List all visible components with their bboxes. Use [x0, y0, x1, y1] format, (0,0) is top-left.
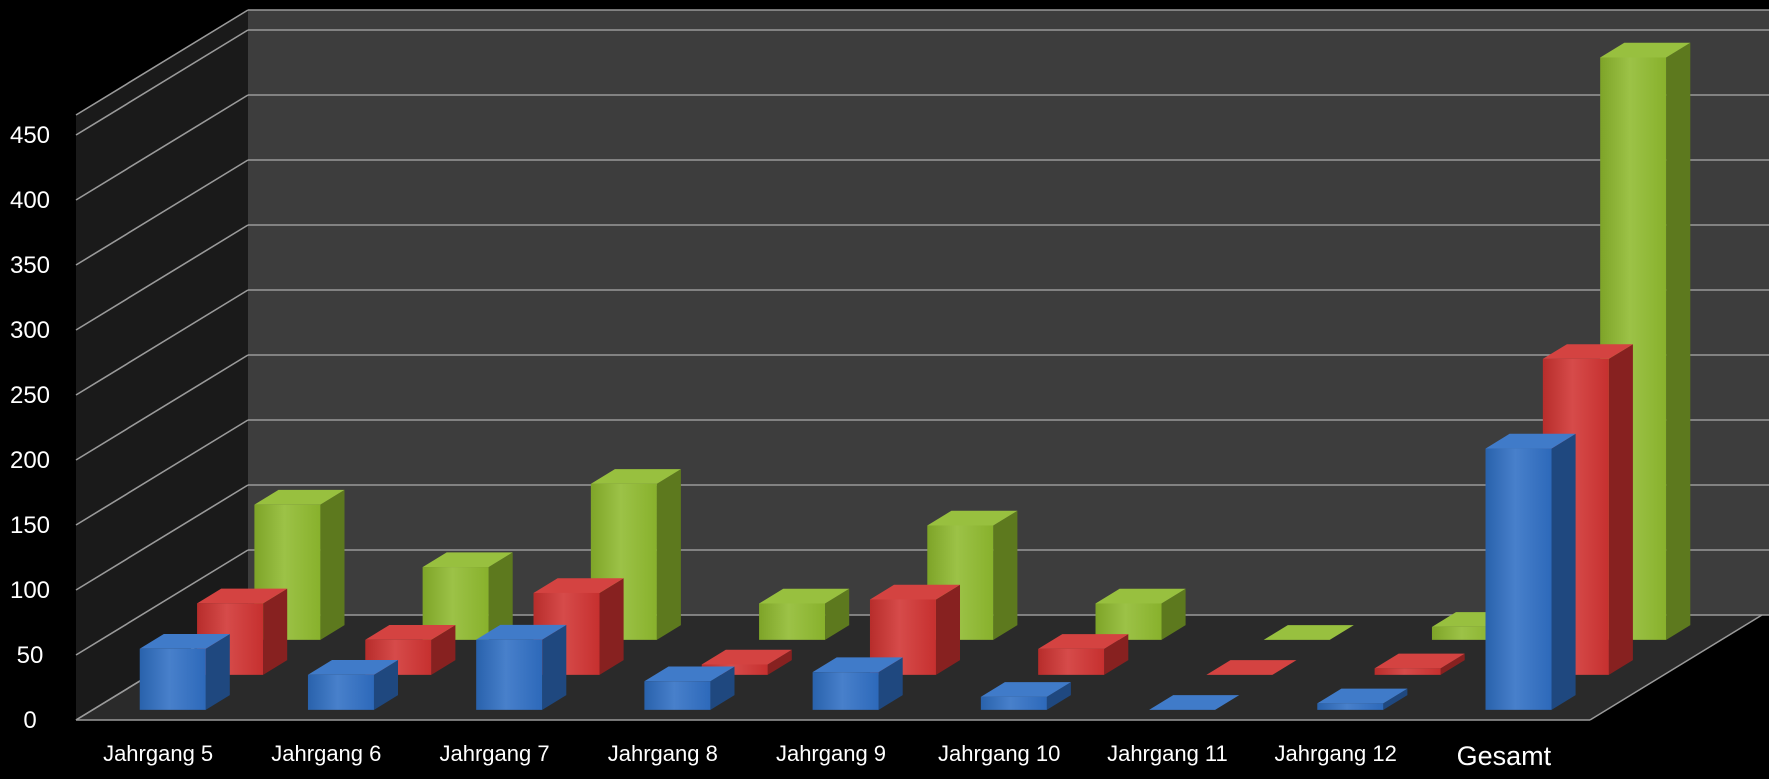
x-tick-label: Jahrgang 8: [608, 741, 718, 766]
x-tick-label: Jahrgang 11: [1107, 741, 1228, 766]
y-tick-label: 100: [10, 577, 50, 604]
y-axis-tick-labels: 0 50 100 150 200 250 300 350 400 450: [10, 122, 50, 734]
bar-s1-c1: [140, 634, 230, 710]
y-tick-label: 0: [23, 707, 36, 734]
y-tick-label: 350: [10, 252, 50, 279]
bar-s1-c4: [644, 667, 734, 710]
x-tick-label: Jahrgang 7: [440, 741, 550, 766]
y-tick-label: 50: [17, 642, 44, 669]
y-tick-label: 300: [10, 317, 50, 344]
bar-s3-c4: [759, 589, 849, 640]
bar-s1-c2: [308, 660, 398, 710]
x-tick-label: Jahrgang 12: [1275, 741, 1397, 766]
bar-s3-c6: [1096, 589, 1186, 640]
bar-s1-c5: [813, 657, 903, 710]
x-tick-label: Gesamt: [1457, 741, 1552, 771]
y-tick-label: 250: [10, 382, 50, 409]
y-tick-label: 400: [10, 187, 50, 214]
x-tick-label: Jahrgang 5: [103, 741, 213, 766]
x-tick-label: Jahrgang 9: [776, 741, 886, 766]
y-tick-label: 150: [10, 512, 50, 539]
x-tick-label: Jahrgang 10: [938, 741, 1060, 766]
y-tick-label: 450: [10, 122, 50, 149]
x-tick-label: Jahrgang 6: [271, 741, 381, 766]
y-tick-label: 200: [10, 447, 50, 474]
bar-s1-c3: [476, 625, 566, 710]
bar-s1-c9: [1486, 434, 1576, 710]
x-axis-tick-labels: Jahrgang 5 Jahrgang 6 Jahrgang 7 Jahrgang 8…: [103, 741, 1552, 771]
